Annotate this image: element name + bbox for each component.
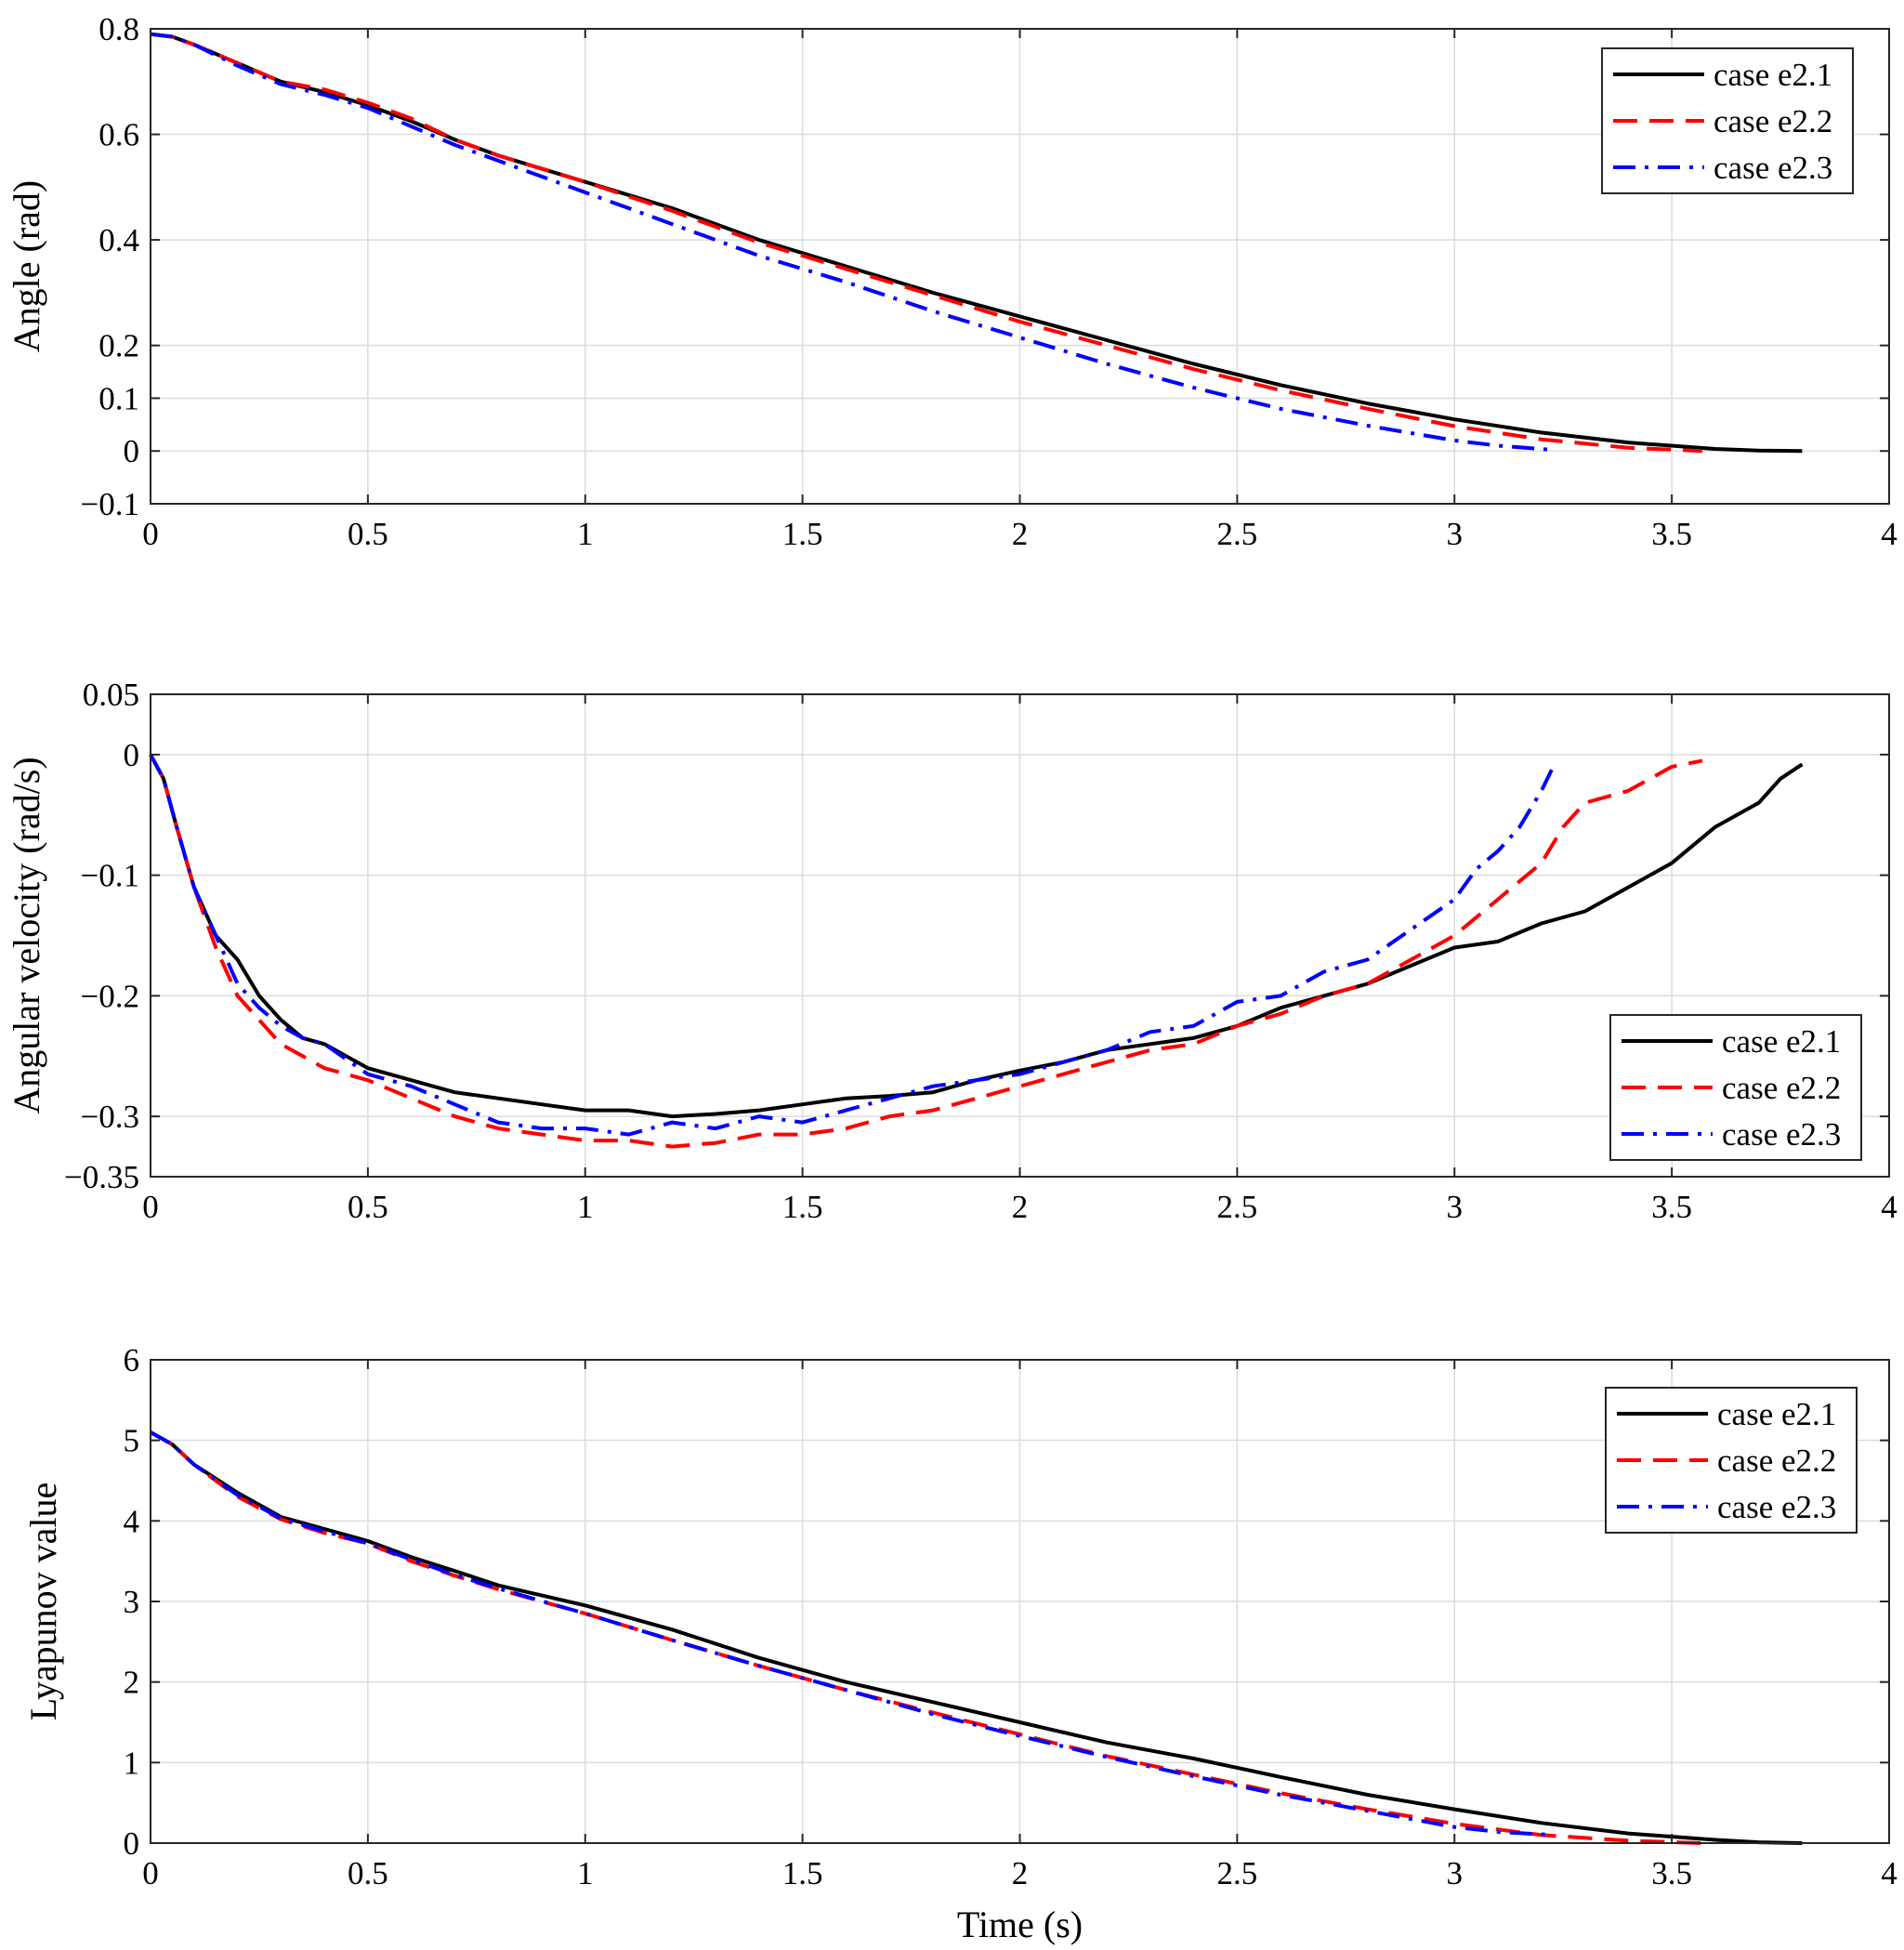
x-tick-label: 0.5 — [348, 1189, 388, 1225]
panel-2: 0 0.5 1 1.5 2 2.5 3 3.5 4 −0.35 −0.3 −0.2 −0.1 0 0.05 A… — [6, 677, 1897, 1225]
x-tick-label: 1.5 — [782, 1855, 823, 1891]
y-tick-label: 0.1 — [98, 380, 139, 416]
x-tick-label: 1.5 — [782, 516, 823, 552]
y-tick-label: 0.8 — [98, 11, 139, 47]
x-tick-label: 2.5 — [1217, 1855, 1258, 1891]
y-axis-label: Lyapunov value — [22, 1482, 64, 1721]
x-tick-label: 4 — [1881, 516, 1897, 552]
legend-label: case e2.1 — [1717, 1396, 1836, 1432]
legend-label: case e2.1 — [1722, 1023, 1841, 1060]
series-line-case-e2-2 — [150, 32, 1702, 454]
series-line-case-e2-3 — [149, 753, 1556, 1137]
y-tick-label: 0 — [124, 737, 140, 773]
x-tick-label: 3.5 — [1651, 1855, 1692, 1891]
panel-1: 0 0.5 1 1.5 2 2.5 3 3.5 4−0.100.10.20.40.60.8Ang… — [6, 11, 1897, 552]
legend: case e2.1 case e2.2 case e2.3 — [1601, 47, 1854, 194]
y-tick-label: −0.35 — [64, 1159, 139, 1195]
panel-3: 0 0.5 1 1.5 2 2.5 3 3.5 4 0 1 2 3 4 5 6 Lyapunov value Ti… — [22, 1342, 1897, 1945]
y-tick-label: 6 — [124, 1342, 140, 1378]
legend-label: case e2.2 — [1717, 1443, 1836, 1479]
series-line-case-e2-3 — [150, 1430, 1555, 1838]
x-tick-label: 0 — [142, 516, 159, 552]
legend: case e2.1 case e2.2 case e2.3 — [1609, 1014, 1862, 1161]
series-line-case-e2-1 — [149, 753, 1804, 1119]
legend-label: case e2.3 — [1717, 1489, 1836, 1525]
y-tick-label: −0.3 — [81, 1099, 140, 1135]
y-tick-label: 0.4 — [98, 222, 139, 258]
x-tick-label: 3 — [1447, 1855, 1464, 1891]
x-tick-label: 0.5 — [348, 516, 388, 552]
x-tick-label: 2.5 — [1217, 516, 1258, 552]
x-tick-label: 1 — [577, 516, 594, 552]
x-tick-label: 1 — [577, 1855, 594, 1891]
legend-label: case e2.1 — [1714, 57, 1832, 93]
y-tick-label: 0.05 — [83, 677, 139, 713]
series-line-case-e2-2 — [150, 1430, 1702, 1845]
x-tick-label: 3.5 — [1651, 1189, 1692, 1225]
y-tick-label: 0 — [124, 1825, 140, 1862]
x-tick-label: 4 — [1881, 1855, 1897, 1891]
series-line-case-e2-1 — [150, 32, 1803, 454]
y-axis-label: Angle (rad) — [6, 180, 47, 352]
x-tick-label: 2 — [1012, 1189, 1029, 1225]
x-tick-label: 3 — [1447, 516, 1464, 552]
legend: case e2.1 case e2.2 case e2.3 — [1605, 1387, 1858, 1534]
x-tick-label: 2 — [1012, 1855, 1029, 1891]
x-tick-label: 2.5 — [1217, 1189, 1258, 1225]
x-tick-label: 3.5 — [1651, 516, 1692, 552]
y-tick-label: −0.1 — [81, 486, 140, 522]
y-tick-label: 5 — [124, 1423, 140, 1459]
y-tick-label: −0.2 — [81, 978, 140, 1014]
legend-label: case e2.3 — [1722, 1116, 1841, 1153]
y-tick-label: −0.1 — [81, 858, 140, 894]
x-axis-label: Time (s) — [957, 1904, 1083, 1945]
x-tick-label: 4 — [1881, 1189, 1897, 1225]
y-tick-label: 4 — [124, 1503, 140, 1539]
y-tick-label: 0 — [124, 433, 140, 469]
x-tick-label: 2 — [1012, 516, 1029, 552]
series-line-case-e2-1 — [150, 1430, 1803, 1845]
y-tick-label: 2 — [124, 1665, 140, 1701]
y-tick-label: 1 — [124, 1745, 140, 1781]
x-tick-label: 1.5 — [782, 1189, 823, 1225]
x-tick-label: 3 — [1447, 1189, 1464, 1225]
x-tick-label: 0 — [142, 1189, 159, 1225]
y-tick-label: 0.6 — [98, 117, 139, 153]
y-axis-label: Angular velocity (rad/s) — [6, 757, 47, 1113]
legend-label: case e2.2 — [1722, 1070, 1841, 1106]
x-tick-label: 1 — [577, 1189, 594, 1225]
y-tick-label: 3 — [124, 1584, 140, 1620]
series-line-case-e2-2 — [149, 753, 1703, 1149]
x-tick-label: 0.5 — [348, 1855, 388, 1891]
x-tick-label: 0 — [142, 1855, 159, 1891]
series-line-case-e2-3 — [150, 32, 1555, 453]
legend-label: case e2.3 — [1714, 150, 1832, 186]
legend-label: case e2.2 — [1714, 103, 1832, 139]
y-tick-label: 0.2 — [98, 328, 139, 364]
